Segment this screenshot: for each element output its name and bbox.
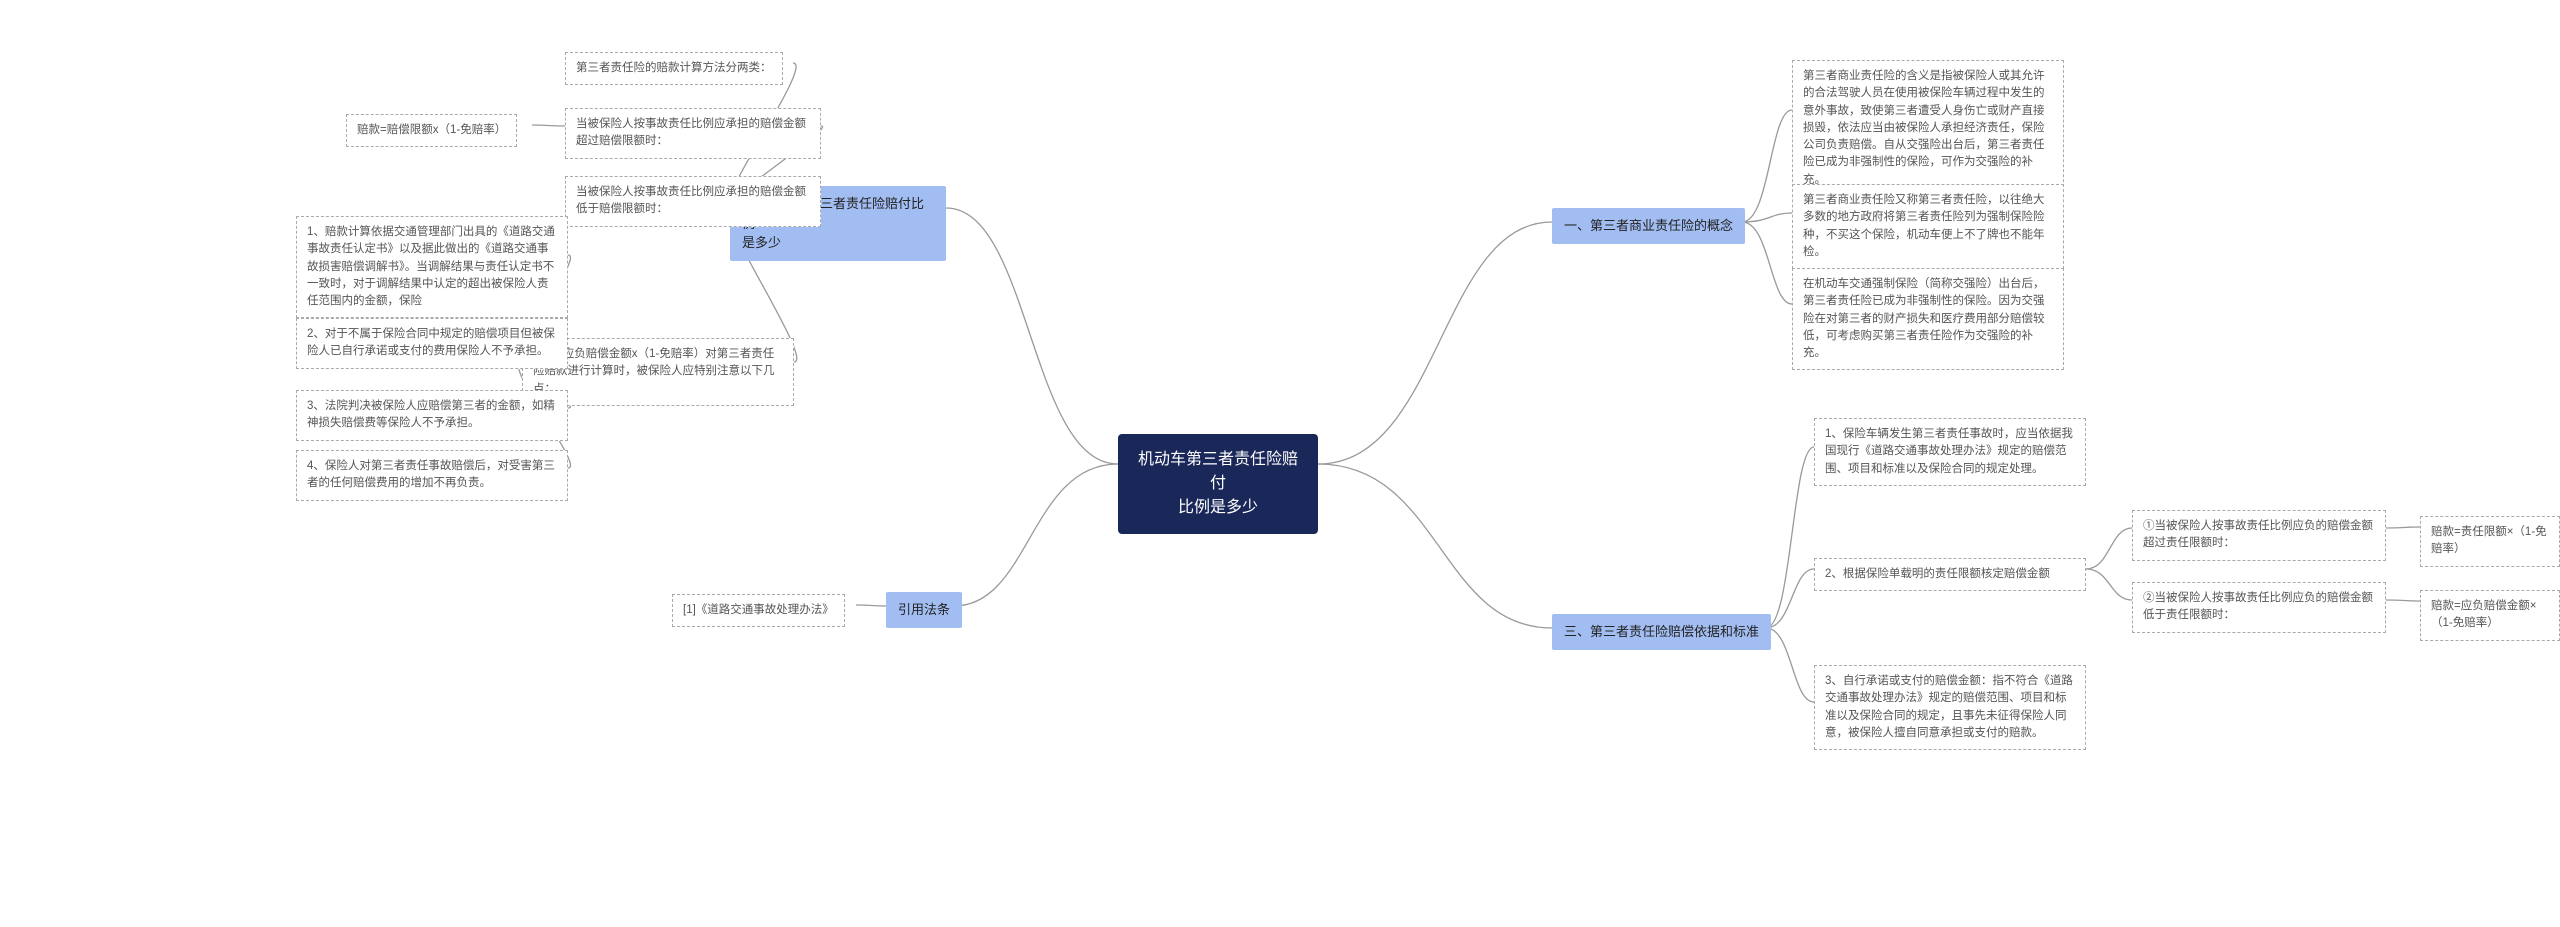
- branch-r1: 一、第三者商业责任险的概念: [1552, 208, 1745, 244]
- leaf-l2-0: [1]《道路交通事故处理办法》: [672, 594, 845, 627]
- leaf-r1-1: 第三者商业责任险又称第三者责任险，以往绝大多数的地方政府将第三者责任险列为强制保…: [1792, 184, 2064, 269]
- leaf-l1-1-sub: 赔款=赔偿限额x（1-免赔率）: [346, 114, 517, 147]
- branch-l2: 引用法条: [886, 592, 962, 628]
- leaf-r2-1-sub0: ①当被保险人按事故责任比例应负的赔偿金额超过责任限额时：: [2132, 510, 2386, 561]
- leaf-l1-3-s2: 3、法院判决被保险人应赔偿第三者的金额，如精神损失赔偿费等保险人不予承担。: [296, 390, 568, 441]
- leaf-l1-1: 当被保险人按事故责任比例应承担的赔偿金额超过赔偿限额时：: [565, 108, 821, 159]
- leaf-r2-1-sub1: ②当被保险人按事故责任比例应负的赔偿金额低于责任限额时：: [2132, 582, 2386, 633]
- leaf-r2-0: 1、保险车辆发生第三者责任事故时，应当依据我国现行《道路交通事故处理办法》规定的…: [1814, 418, 2086, 486]
- leaf-r1-0: 第三者商业责任险的含义是指被保险人或其允许的合法驾驶人员在使用被保险车辆过程中发…: [1792, 60, 2064, 197]
- leaf-l1-3-s3: 4、保险人对第三者责任事故赔偿后，对受害第三者的任何赔偿费用的增加不再负责。: [296, 450, 568, 501]
- leaf-r2-1: 2、根据保险单载明的责任限额核定赔偿金额: [1814, 558, 2086, 591]
- leaf-l1-2: 当被保险人按事故责任比例应承担的赔偿金额低于赔偿限额时：: [565, 176, 821, 227]
- leaf-r2-2: 3、自行承诺或支付的赔偿金额：指不符合《道路交通事故处理办法》规定的赔偿范围、项…: [1814, 665, 2086, 750]
- leaf-r1-2: 在机动车交通强制保险（简称交强险）出台后，第三者责任险已成为非强制性的保险。因为…: [1792, 268, 2064, 370]
- branch-r2: 三、第三者责任险赔偿依据和标准: [1552, 614, 1771, 650]
- leaf-l1-0: 第三者责任险的赔款计算方法分两类：: [565, 52, 783, 85]
- leaf-l1-3-s1: 2、对于不属于保险合同中规定的赔偿项目但被保险人已自行承诺或支付的费用保险人不予…: [296, 318, 568, 369]
- mindmap-center: 机动车第三者责任险赔付 比例是多少: [1118, 434, 1318, 534]
- leaf-r2-1-sub1-f: 赔款=应负赔偿金额×（1-免赔率）: [2420, 590, 2560, 641]
- leaf-l1-3-s0: 1、赔款计算依据交通管理部门出具的《道路交通事故责任认定书》以及据此做出的《道路…: [296, 216, 568, 318]
- leaf-r2-1-sub0-f: 赔款=责任限额×（1-免赔率）: [2420, 516, 2560, 567]
